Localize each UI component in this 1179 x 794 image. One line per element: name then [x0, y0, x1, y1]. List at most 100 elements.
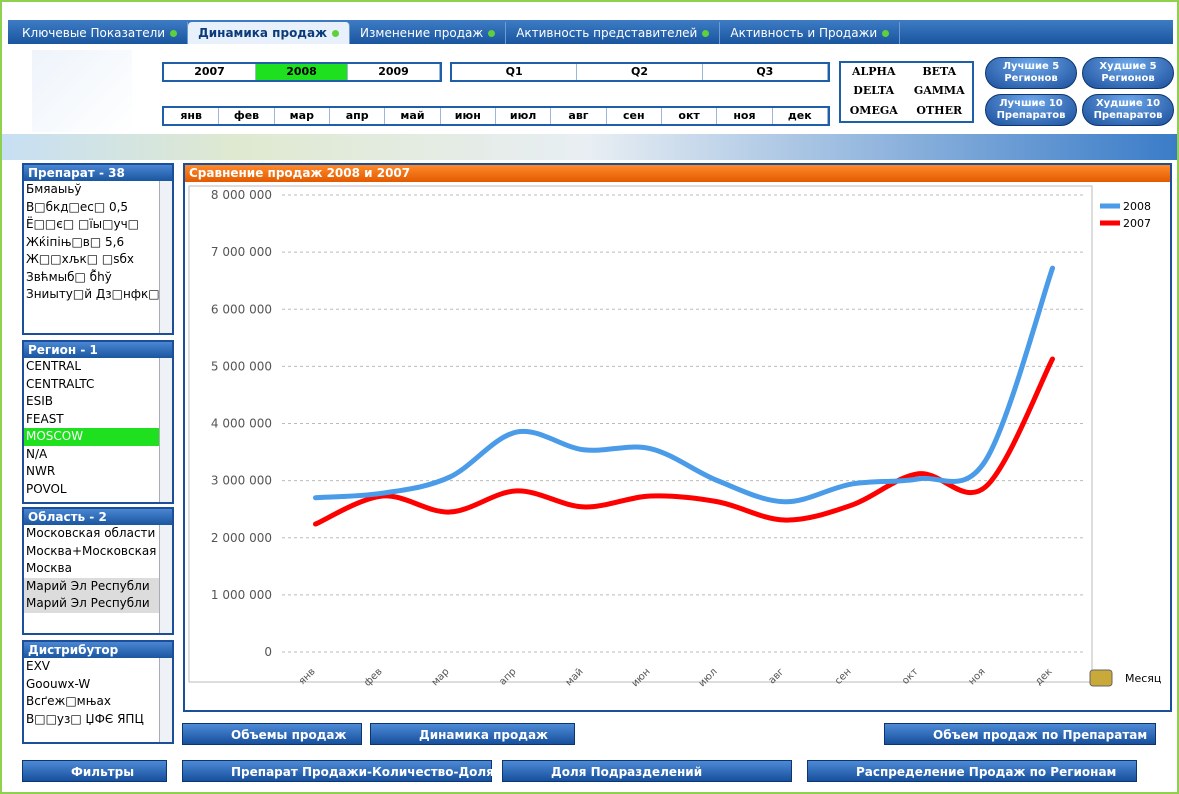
tab[interactable]: Изменение продаж — [350, 22, 506, 44]
listbox-item[interactable]: Московская области — [24, 525, 160, 543]
top-button[interactable]: Худшие 5 Регионов — [1082, 57, 1174, 89]
tab[interactable]: Динамика продаж — [188, 22, 350, 44]
listbox-item[interactable]: EXV — [24, 658, 160, 676]
group-option[interactable]: GAMMA — [907, 82, 973, 101]
listbox-item[interactable]: Жќіпiњ□в□ 5,6 — [24, 234, 160, 252]
listbox-item[interactable]: Звћмыб□ б̃hў — [24, 269, 160, 287]
y-tick-label: 5 000 000 — [211, 359, 272, 373]
month-option[interactable]: июн — [441, 108, 496, 124]
listbox-item[interactable]: В□бкд□ес□ 0,5 — [24, 199, 160, 217]
group-option[interactable]: ALPHA — [841, 63, 907, 82]
month-option[interactable]: сен — [607, 108, 662, 124]
logo — [32, 50, 132, 132]
listbox-item[interactable]: Goouwx-W — [24, 676, 160, 694]
month-option[interactable]: авг — [551, 108, 606, 124]
month-option[interactable]: окт — [662, 108, 717, 124]
month-option[interactable]: июл — [496, 108, 551, 124]
month-option[interactable]: апр — [330, 108, 385, 124]
y-tick-label: 1 000 000 — [211, 588, 272, 602]
top-button[interactable]: Лучшие 10 Препаратов — [985, 94, 1077, 126]
listbox-item[interactable]: Москва — [24, 560, 160, 578]
y-tick-label: 8 000 000 — [211, 188, 272, 202]
listbox-item[interactable]: CENTRALTC — [24, 376, 160, 394]
series-line — [316, 268, 1053, 502]
scrollbar[interactable] — [159, 525, 172, 633]
legend-label: 2007 — [1123, 217, 1151, 230]
y-tick-label: 6 000 000 — [211, 302, 272, 316]
group-option[interactable]: BETA — [907, 63, 973, 82]
tab[interactable]: Активность представителей — [506, 22, 720, 44]
listbox-item[interactable]: В□□уз□ ЏФЄ ЯПЦ — [24, 711, 160, 729]
top-button[interactable]: Лучшие 5 Регионов — [985, 57, 1077, 89]
listbox-item[interactable]: FEAST — [24, 411, 160, 429]
tab[interactable]: Активность и Продажи — [720, 22, 900, 44]
nav-button[interactable]: Динамика продаж — [370, 723, 575, 745]
quarter-option[interactable]: Q1 — [452, 64, 577, 80]
y-tick-label: 3 000 000 — [211, 474, 272, 488]
listbox-item[interactable]: Бмяаыьў — [24, 181, 160, 199]
quarter-option[interactable]: Q2 — [577, 64, 702, 80]
listbox-item[interactable]: CENTRAL — [24, 358, 160, 376]
top-button[interactable]: Худшие 10 Препаратов — [1082, 94, 1174, 126]
chart-title: Сравнение продаж 2008 и 2007 — [185, 165, 1170, 182]
listbox-item[interactable]: POVOL — [24, 481, 160, 499]
listbox-title: Препарат - 38 — [24, 165, 172, 181]
month-option[interactable]: ноя — [717, 108, 772, 124]
scrollbar[interactable] — [159, 658, 172, 742]
listbox-title: Дистрибутор — [24, 642, 172, 658]
listbox-item[interactable]: MOSCOW — [24, 428, 160, 446]
nav-button[interactable]: Объемы продаж — [182, 723, 362, 745]
group-option[interactable]: OMEGA — [841, 102, 907, 121]
legend-label: 2008 — [1123, 200, 1151, 213]
month-option[interactable]: янв — [164, 108, 219, 124]
x-tick-label: окт — [900, 666, 921, 687]
quarter-option[interactable]: Q3 — [703, 64, 828, 80]
x-tick-label: фев — [362, 666, 384, 688]
group-option[interactable]: DELTA — [841, 82, 907, 101]
x-tick-label: янв — [297, 666, 318, 687]
listbox-item[interactable]: ESIB — [24, 393, 160, 411]
x-axis-label: Месяц — [1125, 672, 1161, 685]
listbox-item[interactable]: Ё□□є□ □їы□уч□ — [24, 216, 160, 234]
listbox-item[interactable]: Марий Эл Республи — [24, 578, 160, 596]
nav-button[interactable]: Препарат Продажи-Количество-Доля — [182, 760, 492, 782]
scrollbar[interactable] — [159, 181, 172, 333]
x-tick-label: дек — [1033, 666, 1054, 687]
month-option[interactable]: мар — [275, 108, 330, 124]
nav-button[interactable]: Объем продаж по Препаратам — [884, 723, 1156, 745]
year-option[interactable]: 2009 — [348, 64, 440, 80]
banner — [2, 134, 1177, 160]
listbox-item[interactable]: Всґеж□мњах — [24, 693, 160, 711]
listbox-item[interactable]: Ж□□хљк□ □sбх — [24, 251, 160, 269]
year-option[interactable]: 2007 — [164, 64, 256, 80]
series-line — [316, 359, 1053, 524]
month-option[interactable]: дек — [773, 108, 828, 124]
listbox-item[interactable]: NWR — [24, 463, 160, 481]
y-tick-label: 7 000 000 — [211, 245, 272, 259]
listbox-item[interactable]: Марий Эл Республи — [24, 595, 160, 613]
x-tick-label: июл — [697, 666, 720, 689]
y-tick-label: 2 000 000 — [211, 531, 272, 545]
nav-button[interactable]: Распределение Продаж по Регионам — [807, 760, 1137, 782]
listbox-item[interactable]: N/A — [24, 446, 160, 464]
nav-button[interactable]: Доля Подразделений — [502, 760, 792, 782]
month-option[interactable]: фев — [219, 108, 274, 124]
x-tick-label: сен — [833, 666, 854, 687]
tab[interactable]: Ключевые Показатели — [12, 22, 188, 44]
year-option[interactable]: 2008 — [256, 64, 348, 80]
x-tick-label: июн — [630, 666, 653, 689]
x-tick-label: ноя — [967, 666, 988, 687]
nav-button[interactable]: Фильтры — [22, 760, 167, 782]
group-option[interactable]: OTHER — [907, 102, 973, 121]
scrollbar[interactable] — [159, 358, 172, 502]
listbox-item[interactable]: Москва+Московская — [24, 543, 160, 561]
listbox-item[interactable]: Зниыту□й Дз□нфк□ — [24, 286, 160, 304]
month-option[interactable]: май — [385, 108, 440, 124]
